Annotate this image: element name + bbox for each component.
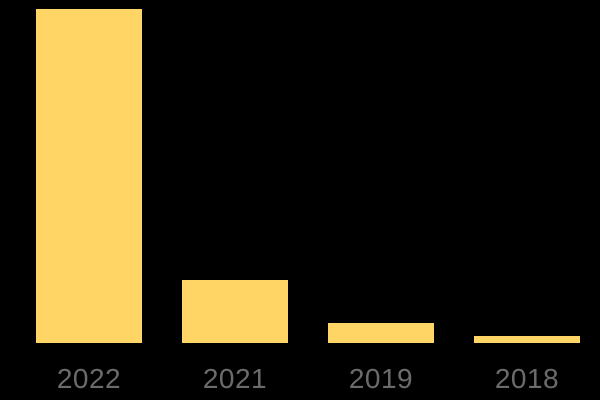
bar-2022 (36, 9, 142, 343)
bar-column-2019: 2019 (328, 323, 434, 400)
bar-column-2021: 2021 (182, 280, 288, 400)
bar-2021 (182, 280, 288, 343)
bar-column-2022: 2022 (36, 9, 142, 400)
x-axis-label-2021: 2021 (202, 363, 268, 394)
bar-2018 (474, 336, 580, 343)
x-axis-label-2019: 2019 (348, 363, 414, 394)
bar-2019 (328, 323, 434, 343)
bar-column-2018: 2018 (474, 336, 580, 400)
x-axis-label-2018: 2018 (494, 363, 560, 394)
x-axis-label-2022: 2022 (56, 363, 122, 394)
